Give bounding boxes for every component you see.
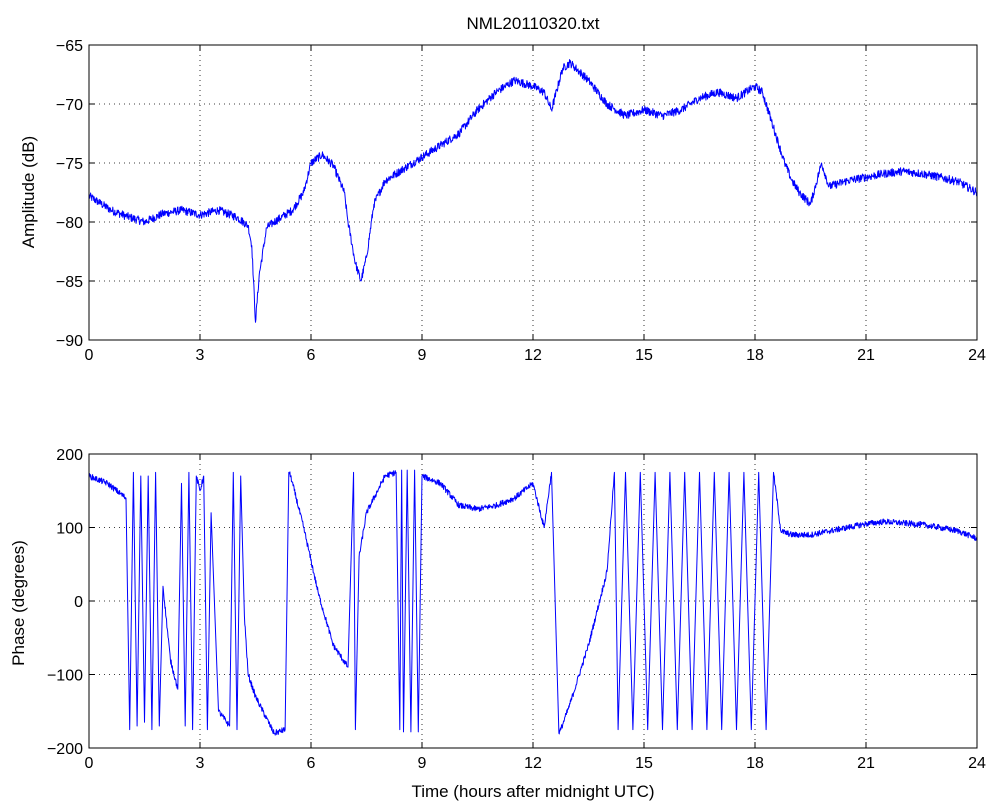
amplitude-y-tick-label: −70 bbox=[56, 97, 83, 114]
amplitude-y-tick-label: −90 bbox=[56, 333, 83, 350]
amplitude-y-tick-label: −80 bbox=[56, 215, 83, 232]
amplitude-x-tick-label: 24 bbox=[968, 347, 986, 364]
amplitude-subplot: NML20110320.txt Amplitude (dB) 0 3 6 9 12 15 1… bbox=[19, 14, 986, 364]
amplitude-series-line bbox=[88, 59, 978, 323]
phase-x-tick-label: 6 bbox=[307, 755, 316, 772]
phase-series-line bbox=[88, 469, 978, 736]
amplitude-x-tick-label: 0 bbox=[85, 347, 94, 364]
phase-y-tick-label: 200 bbox=[56, 447, 83, 464]
amplitude-y-tick-label: −85 bbox=[56, 274, 83, 291]
amplitude-y-tick-label: −75 bbox=[56, 156, 83, 173]
amplitude-x-tick-label: 15 bbox=[635, 347, 653, 364]
phase-x-tick-label: 18 bbox=[746, 755, 764, 772]
phase-x-tick-label: 15 bbox=[635, 755, 653, 772]
amplitude-x-tick-label: 21 bbox=[857, 347, 875, 364]
amplitude-x-tick-label: 6 bbox=[307, 347, 316, 364]
phase-x-tick-label: 21 bbox=[857, 755, 875, 772]
phase-x-tick-label: 0 bbox=[85, 755, 94, 772]
phase-x-tick-label: 12 bbox=[524, 755, 542, 772]
phase-x-tick-label: 9 bbox=[418, 755, 427, 772]
amplitude-y-tick-label: −65 bbox=[56, 38, 83, 55]
amplitude-x-tick-label: 9 bbox=[418, 347, 427, 364]
amplitude-x-tick-label: 12 bbox=[524, 347, 542, 364]
phase-data-line bbox=[88, 469, 978, 736]
phase-x-tick-label: 3 bbox=[196, 755, 205, 772]
phase-gridlines bbox=[89, 454, 977, 748]
phase-y-tick-label: 100 bbox=[56, 521, 83, 538]
phase-x-axis-label: Time (hours after midnight UTC) bbox=[411, 782, 654, 801]
amplitude-data-line bbox=[88, 59, 978, 323]
amplitude-x-tick-label: 3 bbox=[196, 347, 205, 364]
phase-ticks: 0 3 6 9 12 15 18 21 24 −200 −100 0 100 200 bbox=[47, 447, 986, 772]
amplitude-plot-title: NML20110320.txt bbox=[467, 14, 600, 33]
phase-x-tick-label: 24 bbox=[968, 755, 986, 772]
phase-y-tick-label: −100 bbox=[47, 668, 83, 685]
phase-y-tick-label: −200 bbox=[47, 741, 83, 758]
amplitude-ticks: 0 3 6 9 12 15 18 21 24 −90 −85 −80 −75 −70 −65 bbox=[56, 38, 986, 364]
phase-y-tick-label: 0 bbox=[74, 594, 83, 611]
phase-subplot: Phase (degrees) Time (hours after midnig… bbox=[9, 447, 986, 801]
amplitude-x-tick-label: 18 bbox=[746, 347, 764, 364]
amplitude-gridlines bbox=[89, 45, 977, 340]
phase-y-axis-label: Phase (degrees) bbox=[9, 540, 28, 666]
amplitude-y-axis-label: Amplitude (dB) bbox=[19, 136, 38, 248]
